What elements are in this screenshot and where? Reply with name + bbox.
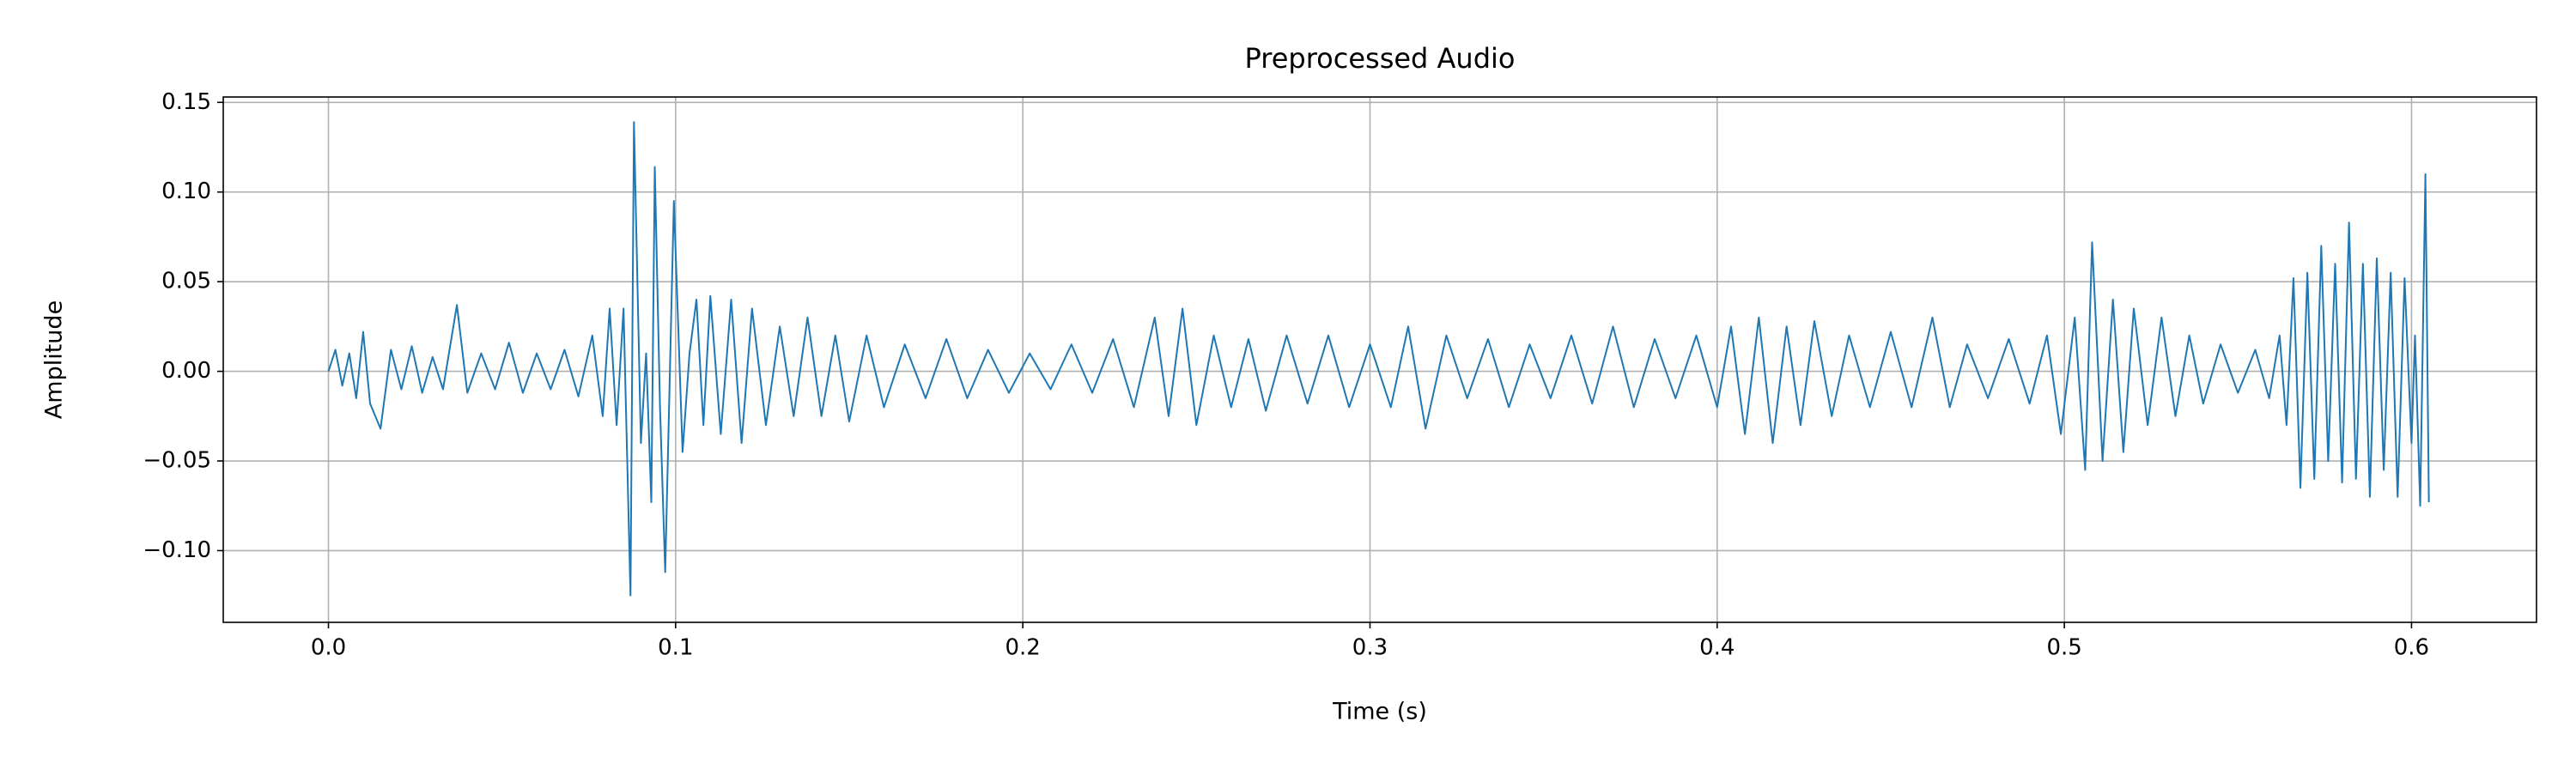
x-tick-label: 0.6 <box>2394 635 2429 661</box>
waveform-line <box>327 121 2430 597</box>
x-tick-label: 0.2 <box>1005 635 1040 661</box>
x-tick-label: 0.4 <box>1699 635 1735 661</box>
y-tick-label: 0.05 <box>161 269 211 294</box>
x-tick-label: 0.0 <box>311 635 346 661</box>
x-tick-label: 0.5 <box>2046 635 2081 661</box>
plot-frame <box>222 96 2537 623</box>
chart-title: Preprocessed Audio <box>1245 42 1516 75</box>
y-tick-label: 0.15 <box>161 89 211 115</box>
y-axis-label: Amplitude <box>41 300 68 419</box>
x-axis-label: Time (s) <box>1332 699 1427 725</box>
y-tick-label: −0.05 <box>143 448 211 474</box>
y-tick-label: 0.10 <box>161 179 211 204</box>
x-tick-label: 0.3 <box>1352 635 1388 661</box>
x-tick-label: 0.1 <box>658 635 693 661</box>
y-tick-label: 0.00 <box>161 358 211 384</box>
y-tick-label: −0.10 <box>143 537 211 563</box>
